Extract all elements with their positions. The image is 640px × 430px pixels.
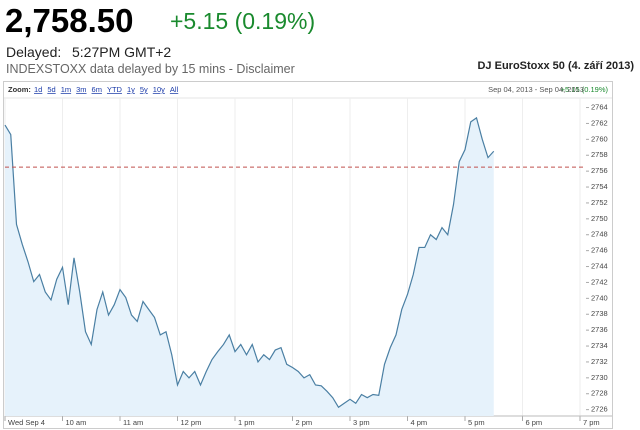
y-tick-label: 2764 xyxy=(591,103,608,112)
delayed-label: Delayed: xyxy=(6,44,62,60)
price-line xyxy=(4,116,495,409)
range-change: +5.15 (0.19%) xyxy=(561,85,609,94)
zoom-option[interactable]: 3m xyxy=(76,85,86,94)
y-tick-label: 2750 xyxy=(591,214,608,223)
chart-title: DJ EuroStoxx 50 (4. září 2013) xyxy=(477,60,634,72)
zoom-option[interactable]: YTD xyxy=(107,85,123,94)
x-tick-label: 12 pm xyxy=(181,418,202,427)
y-tick-label: 2726 xyxy=(591,405,608,414)
y-tick-label: 2758 xyxy=(591,150,608,159)
y-tick-label: 2738 xyxy=(591,309,608,318)
zoom-option[interactable]: 6m xyxy=(92,85,102,94)
zoom-option[interactable]: All xyxy=(170,85,179,94)
y-tick-label: 2734 xyxy=(591,341,608,350)
zoom-option[interactable]: 1d xyxy=(34,85,42,94)
delayed-time: 5:27PM GMT+2 xyxy=(72,44,172,60)
x-tick-label: 2 pm xyxy=(296,418,313,427)
chart-frame xyxy=(3,81,613,429)
x-tick-label: 3 pm xyxy=(353,418,370,427)
zoom-option[interactable]: 1y xyxy=(127,85,135,94)
y-tick-label: 2748 xyxy=(591,230,608,239)
x-tick-label: 7 pm xyxy=(583,418,600,427)
zoom-option[interactable]: 5y xyxy=(140,85,148,94)
x-tick-label: 4 pm xyxy=(411,418,428,427)
y-tick-label: 2740 xyxy=(591,293,608,302)
x-tick-label: 10 am xyxy=(66,418,87,427)
y-tick-label: 2762 xyxy=(591,118,608,127)
date-range: Sep 04, 2013 - Sep 04, 2013 xyxy=(488,85,584,94)
y-tick-label: 2732 xyxy=(591,357,608,366)
y-tick-label: 2760 xyxy=(591,134,608,143)
y-tick-label: 2746 xyxy=(591,246,608,255)
x-tick-label: 6 pm xyxy=(526,418,543,427)
x-tick-label: 11 am xyxy=(123,418,143,427)
zoom-option[interactable]: 5d xyxy=(47,85,55,94)
price-change: +5.15 (0.19%) xyxy=(170,8,316,34)
y-tick-label: 2756 xyxy=(591,166,608,175)
zoom-option[interactable]: 1m xyxy=(61,85,71,94)
zoom-label: Zoom: xyxy=(8,85,31,94)
y-tick-label: 2752 xyxy=(591,198,608,207)
delay-note: INDEXSTOXX data delayed by 15 mins - Dis… xyxy=(6,62,295,76)
y-tick-label: 2728 xyxy=(591,389,608,398)
zoom-option[interactable]: 10y xyxy=(153,85,165,94)
x-tick-label: Wed Sep 4 xyxy=(8,418,45,427)
area xyxy=(5,117,494,416)
x-tick-label: 5 pm xyxy=(468,418,485,427)
y-tick-label: 2736 xyxy=(591,325,608,334)
y-tick-label: 2754 xyxy=(591,182,608,191)
price: 2,758.50 xyxy=(5,2,134,39)
x-tick-label: 1 pm xyxy=(238,418,255,427)
y-tick-label: 2742 xyxy=(591,277,608,286)
y-tick-label: 2744 xyxy=(591,262,608,271)
y-tick-label: 2730 xyxy=(591,373,608,382)
